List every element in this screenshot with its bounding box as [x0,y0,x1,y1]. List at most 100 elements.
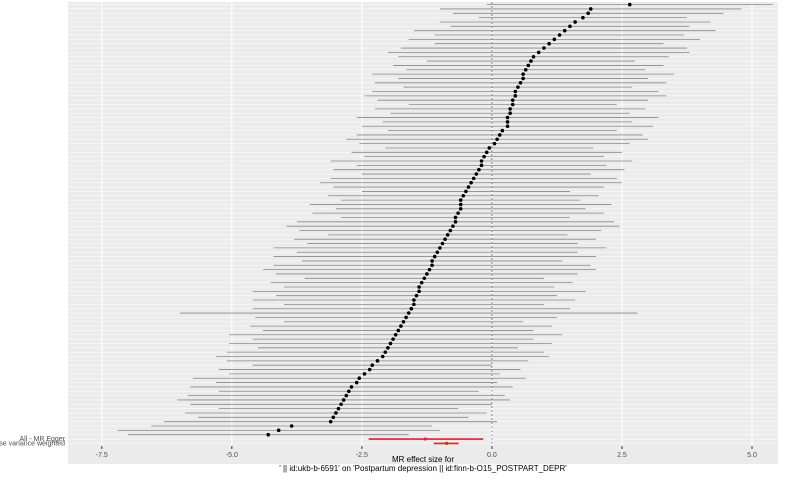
point [435,250,440,255]
point [448,228,453,233]
point [510,102,515,107]
point [513,89,518,94]
point [461,193,466,198]
point [417,289,421,294]
point [500,128,505,133]
point [523,67,528,72]
point [529,59,533,63]
point [466,185,471,189]
point [380,354,385,359]
panel [68,2,778,464]
point [552,37,557,42]
point [419,280,424,285]
x-tick-label: -5.0 [226,452,238,459]
point [334,411,338,415]
point [406,311,411,315]
point [399,324,403,328]
point [391,337,395,341]
point [370,363,375,367]
point [383,350,388,354]
point [510,98,515,102]
point [453,215,458,220]
point [521,76,525,81]
x-tick-label: -2.5 [356,452,368,459]
point [388,341,393,346]
point [487,146,492,150]
point [497,133,502,137]
point [508,111,512,116]
point [484,150,489,155]
point [458,198,463,202]
point [430,263,434,268]
point [375,359,380,363]
point [367,367,372,372]
point [341,398,346,402]
x-tick-label: 0.0 [487,452,497,459]
point [464,189,468,194]
point [547,41,551,46]
point [412,298,416,302]
point [586,11,590,16]
point [518,81,523,85]
x-tick-label: 5.0 [747,452,757,459]
point [451,224,455,228]
point [401,319,406,324]
point [536,50,541,55]
point [276,428,281,433]
point [573,20,577,24]
point [471,176,476,181]
point [422,276,427,281]
y-tick-label: All - Inverse variance weighted [0,440,65,447]
point [479,159,484,163]
point [412,302,416,307]
point [331,415,336,420]
point [479,163,484,168]
point [440,241,445,246]
point [456,211,460,215]
point [495,137,499,142]
point [474,172,479,176]
point [347,389,351,394]
point [562,28,567,33]
point [445,233,450,237]
point [581,15,585,20]
point [396,328,401,333]
point [328,419,333,424]
point [505,120,510,124]
point [526,63,531,68]
point [505,124,510,129]
x-axis-title: MR effect size for [392,455,454,464]
point [336,406,341,411]
point [432,254,437,259]
point [427,267,432,272]
point [443,237,447,242]
point [354,380,359,385]
x-tick-label: 2.5 [617,452,627,459]
point [453,220,458,224]
point [409,306,414,311]
point [423,437,427,441]
point [492,141,497,146]
point [482,154,486,159]
point [458,206,463,211]
point [513,94,518,98]
point [349,385,354,389]
point [568,24,572,29]
point [627,2,632,7]
point [344,393,349,398]
point [339,402,343,407]
point [404,315,408,320]
point [557,33,562,37]
point [386,346,390,350]
x-axis-title: ' || id:ukb-b-6591' on 'Postpartum depre… [279,464,567,473]
point [531,54,536,59]
point [393,332,398,337]
point [289,424,294,428]
point [357,376,362,381]
point [542,46,546,50]
point [516,85,520,89]
point [430,259,434,263]
y-tick-label: All - MR Egger [19,436,65,443]
point [588,7,593,11]
